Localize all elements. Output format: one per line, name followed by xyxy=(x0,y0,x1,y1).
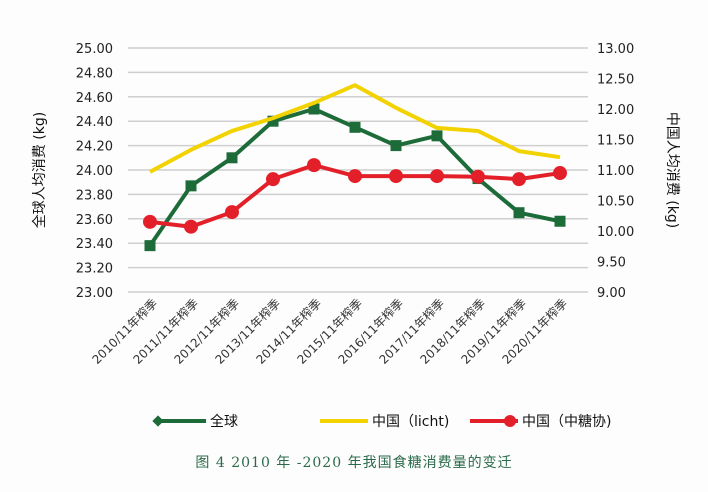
legend-label: 中国（中糖协) xyxy=(522,414,611,430)
legend-label: 全球 xyxy=(210,413,238,430)
data-point xyxy=(143,214,157,229)
y2-tick-label: 9.50 xyxy=(597,256,626,271)
data-point xyxy=(554,215,566,227)
y-tick-label: 23.60 xyxy=(76,213,113,228)
y-tick-label: 23.20 xyxy=(76,262,113,277)
y-tick-label: 23.00 xyxy=(76,286,113,301)
y-tick-label: 24.80 xyxy=(76,66,113,81)
chart-caption: 图 4 2010 年 -2020 年我国食糖消费量的变迁 xyxy=(195,454,512,471)
y2-tick-label: 12.50 xyxy=(597,73,634,88)
data-point xyxy=(348,169,362,184)
y2-tick-label: 9.00 xyxy=(597,286,626,301)
y-tick-label: 24.00 xyxy=(76,164,113,179)
data-point xyxy=(226,152,238,164)
y-tick-label: 24.20 xyxy=(76,140,113,155)
y2-tick-label: 10.50 xyxy=(597,195,634,210)
data-point xyxy=(389,169,403,184)
y2-tick-label: 10.00 xyxy=(597,225,634,240)
y2-axis-label: 中国人均消费 (kg) xyxy=(664,112,680,228)
data-point xyxy=(184,219,198,234)
data-point xyxy=(553,166,567,181)
y-tick-label: 24.40 xyxy=(76,115,113,130)
legend-label: 中国（licht) xyxy=(372,414,449,430)
y-tick-label: 24.60 xyxy=(76,91,113,106)
data-point xyxy=(512,172,526,187)
data-point xyxy=(390,140,402,152)
y-tick-label: 23.80 xyxy=(76,188,113,203)
data-point xyxy=(144,240,156,252)
data-point xyxy=(267,115,279,127)
y2-tick-label: 11.50 xyxy=(597,134,634,149)
y2-tick-label: 11.00 xyxy=(597,164,634,179)
data-point xyxy=(225,205,239,220)
y-axis-label: 全球人均消费 (kg) xyxy=(31,112,48,228)
data-point xyxy=(513,207,525,219)
data-point xyxy=(185,180,197,192)
data-point xyxy=(349,121,361,133)
data-point xyxy=(431,130,443,142)
y2-tick-label: 12.00 xyxy=(597,103,634,118)
y-tick-label: 25.00 xyxy=(76,42,113,57)
legend-marker xyxy=(152,415,164,427)
y2-tick-label: 13.00 xyxy=(597,42,634,57)
data-point xyxy=(266,172,280,187)
series-line-1 xyxy=(149,83,561,174)
data-point xyxy=(307,158,321,173)
y-tick-label: 23.40 xyxy=(76,237,113,252)
data-point xyxy=(308,103,320,115)
legend-marker xyxy=(504,415,516,427)
data-point xyxy=(471,169,485,184)
data-point xyxy=(430,169,444,184)
